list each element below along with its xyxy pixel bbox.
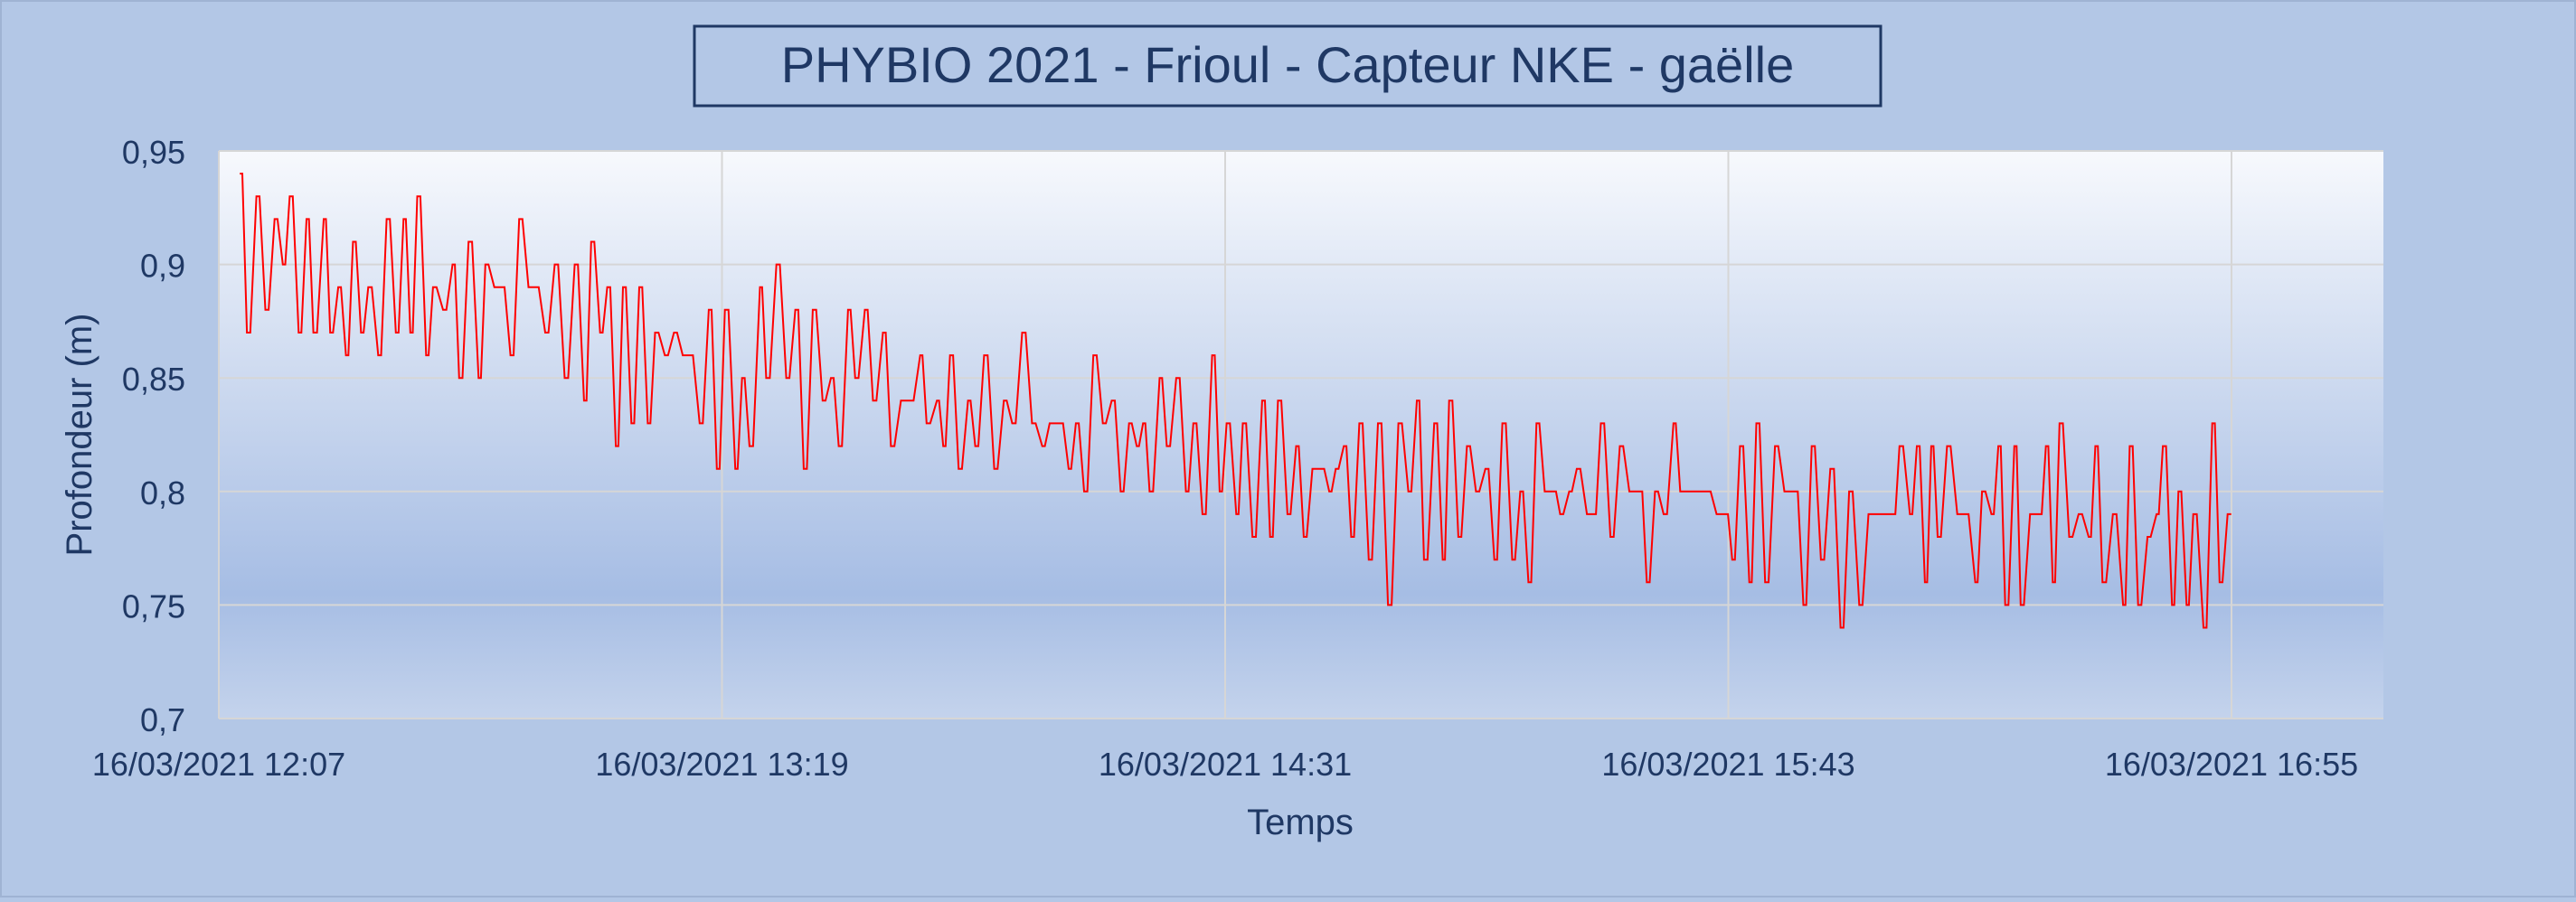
axes: 0,7 0,75 0,8 0,85 0,9 0,95 16/03/2021 12:07 16/… xyxy=(92,134,2383,783)
chart-title: PHYBIO 2021 - Frioul - Capteur NKE - gaë… xyxy=(781,36,1794,93)
series-layer xyxy=(240,173,2232,629)
x-tick-label: 16/03/2021 16:55 xyxy=(2105,746,2358,783)
y-tick-label: 0,95 xyxy=(122,134,185,171)
series-line-0 xyxy=(240,173,2232,629)
title-box xyxy=(693,24,1882,108)
x-tick-label: 16/03/2021 12:07 xyxy=(92,746,345,783)
x-axis-label: Temps xyxy=(1247,803,1354,842)
plot-area xyxy=(219,151,2383,719)
y-tick-label: 0,85 xyxy=(122,361,185,398)
y-tick-label: 0,7 xyxy=(140,701,185,738)
x-tick-label: 16/03/2021 14:31 xyxy=(1099,746,1352,783)
x-tick-label: 16/03/2021 13:19 xyxy=(595,746,848,783)
y-tick-label: 0,8 xyxy=(140,474,185,512)
y-tick-label: 0,9 xyxy=(140,248,185,285)
x-tick-label: 16/03/2021 15:43 xyxy=(1601,746,1854,783)
y-tick-label: 0,75 xyxy=(122,587,185,625)
y-axis-label: Profondeur (m) xyxy=(60,314,99,557)
